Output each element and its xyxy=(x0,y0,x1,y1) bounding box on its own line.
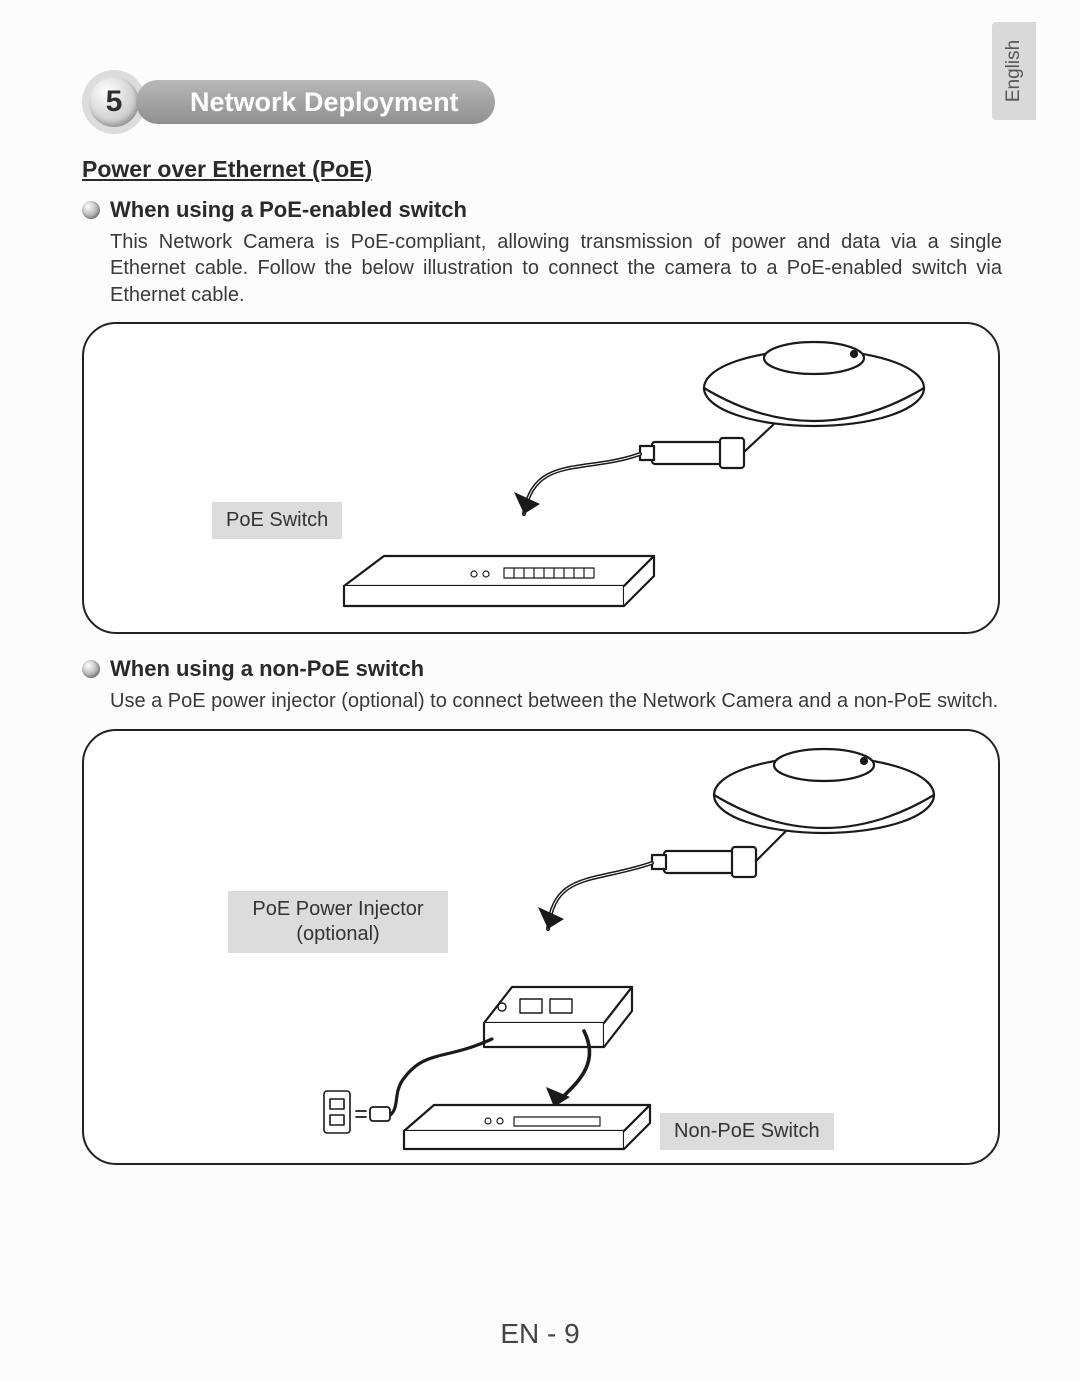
body-non-poe-switch: Use a PoE power injector (optional) to c… xyxy=(110,688,1002,714)
diagram-poe-switch: PoE Switch xyxy=(82,322,1000,634)
label-injector-line2: (optional) xyxy=(296,923,379,945)
bullet-non-poe-switch: When using a non-PoE switch xyxy=(82,656,1002,682)
subheading-poe: Power over Ethernet (PoE) xyxy=(82,156,1002,183)
section-header: 5 Network Deployment xyxy=(82,74,1002,130)
bullet-title-non-poe-switch: When using a non-PoE switch xyxy=(110,656,424,682)
language-label: English xyxy=(1003,40,1025,102)
bullet-icon xyxy=(82,660,100,678)
bullet-icon xyxy=(82,201,100,219)
label-injector-line1: PoE Power Injector xyxy=(252,898,423,920)
label-non-poe-switch: Non-PoE Switch xyxy=(660,1113,834,1150)
bullet-title-poe-switch: When using a PoE-enabled switch xyxy=(110,197,467,223)
body-poe-switch: This Network Camera is PoE-compliant, al… xyxy=(110,229,1002,308)
section-number: 5 xyxy=(89,77,139,127)
page-content: 5 Network Deployment Power over Ethernet… xyxy=(82,74,1002,1165)
diagram-non-poe-switch: PoE Power Injector (optional) Non-PoE Sw… xyxy=(82,729,1000,1165)
bullet-poe-switch: When using a PoE-enabled switch xyxy=(82,197,1002,223)
label-poe-injector: PoE Power Injector (optional) xyxy=(228,891,448,953)
label-poe-switch: PoE Switch xyxy=(212,502,342,539)
page-number: EN - 9 xyxy=(0,1318,1080,1350)
section-title: Network Deployment xyxy=(136,80,495,124)
